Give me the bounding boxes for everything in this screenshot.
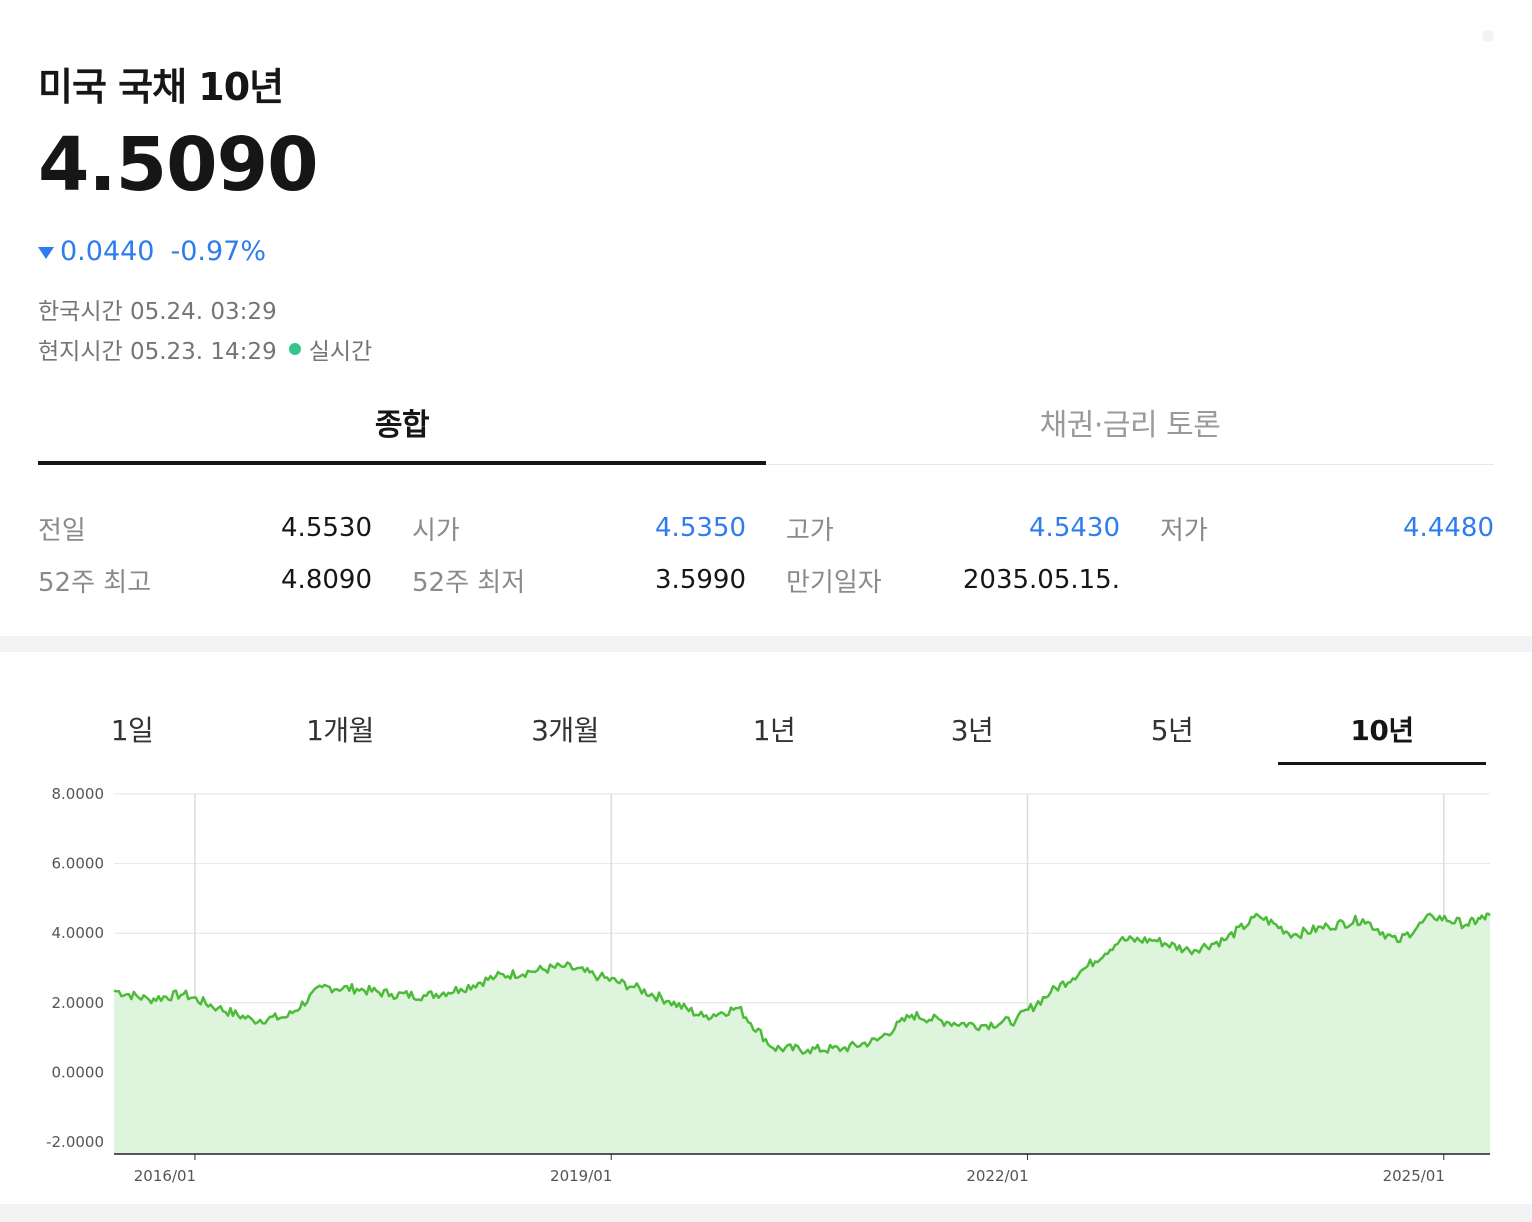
y-tick-label: 6.0000 xyxy=(52,855,105,873)
x-tick-label: 2025/01 xyxy=(1383,1167,1445,1185)
stat-label: 만기일자 xyxy=(786,567,882,598)
stat-maturity: 만기일자 2035.05.15. xyxy=(786,558,1120,602)
stat-52w-low: 52주 최저 3.5990 xyxy=(412,558,746,602)
series-line xyxy=(113,912,1491,1055)
period-tab-1m[interactable]: 1개월 xyxy=(306,714,374,747)
y-tick-label: -2.0000 xyxy=(46,1133,104,1151)
main-tabs: 종합 채권·금리 토론 xyxy=(38,396,1494,465)
change-percent: -0.97% xyxy=(170,236,266,267)
chart-area xyxy=(113,912,1491,1154)
stat-value: 3.5990 xyxy=(655,565,746,595)
stat-open: 시가 4.5350 xyxy=(412,506,746,550)
local-time: 현지시간 05.23. 14:29 xyxy=(38,339,277,365)
page-title: 미국 국채 10년 xyxy=(38,65,284,109)
bottom-divider xyxy=(0,1204,1532,1222)
stat-prev-close: 전일 4.5530 xyxy=(38,506,372,550)
y-tick-label: 4.0000 xyxy=(52,924,105,942)
x-tick-label: 2016/01 xyxy=(134,1167,196,1185)
x-tick-label: 2022/01 xyxy=(966,1167,1028,1185)
tab-overview[interactable]: 종합 xyxy=(38,396,766,465)
corner-dot xyxy=(1482,30,1494,42)
period-tabs: 1일 1개월 3개월 1년 3년 5년 10년 xyxy=(0,700,1532,766)
live-dot-icon xyxy=(288,343,301,355)
period-tab-5y[interactable]: 5년 xyxy=(1150,714,1194,747)
period-tab-1d[interactable]: 1일 xyxy=(110,714,154,747)
x-tick-label: 2019/01 xyxy=(550,1167,612,1185)
y-tick-label: 2.0000 xyxy=(52,994,105,1012)
y-tick-label: 8.0000 xyxy=(52,785,105,803)
korea-time: 한국시간 05.24. 03:29 xyxy=(38,299,277,325)
area-fill xyxy=(114,913,1490,1154)
section-divider xyxy=(0,636,1532,652)
stat-high: 고가 4.5430 xyxy=(786,506,1120,550)
stat-label: 고가 xyxy=(786,515,834,546)
stat-value: 4.8090 xyxy=(281,565,372,595)
price-change: 0.0440 -0.97% xyxy=(38,236,266,267)
stat-low: 저가 4.4480 xyxy=(1160,506,1494,550)
stat-52w-high: 52주 최고 4.8090 xyxy=(38,558,372,602)
chart-axes: 8.0000 6.0000 4.0000 2.0000 0.0000 -2.0000 201… xyxy=(46,785,1490,1185)
change-value: 0.0440 xyxy=(60,236,155,267)
period-tab-1y[interactable]: 1년 xyxy=(752,714,796,747)
stat-label: 52주 최고 xyxy=(38,567,152,598)
down-triangle-icon xyxy=(38,246,54,259)
tab-discussion[interactable]: 채권·금리 토론 xyxy=(1039,408,1221,443)
stat-value: 4.4480 xyxy=(1403,513,1494,543)
local-time-row: 현지시간 05.23. 14:29 실시간 xyxy=(38,332,372,366)
stat-label: 52주 최저 xyxy=(412,567,526,598)
stat-value: 4.5530 xyxy=(281,513,372,543)
stat-value: 4.5350 xyxy=(655,513,746,543)
yield-chart[interactable]: 8.0000 6.0000 4.0000 2.0000 0.0000 -2.0000 201… xyxy=(0,780,1532,1192)
current-price: 4.5090 xyxy=(38,122,319,208)
stat-label: 시가 xyxy=(412,515,460,546)
stat-label: 전일 xyxy=(38,515,86,546)
period-tab-3y[interactable]: 3년 xyxy=(950,714,994,747)
y-tick-label: 0.0000 xyxy=(52,1063,105,1081)
period-tab-10y[interactable]: 10년 xyxy=(1278,700,1486,765)
stat-label: 저가 xyxy=(1160,515,1208,546)
period-tab-3m[interactable]: 3개월 xyxy=(531,714,599,747)
live-label: 실시간 xyxy=(308,339,373,365)
stat-value: 4.5430 xyxy=(1029,513,1120,543)
stat-value: 2035.05.15. xyxy=(962,565,1120,595)
